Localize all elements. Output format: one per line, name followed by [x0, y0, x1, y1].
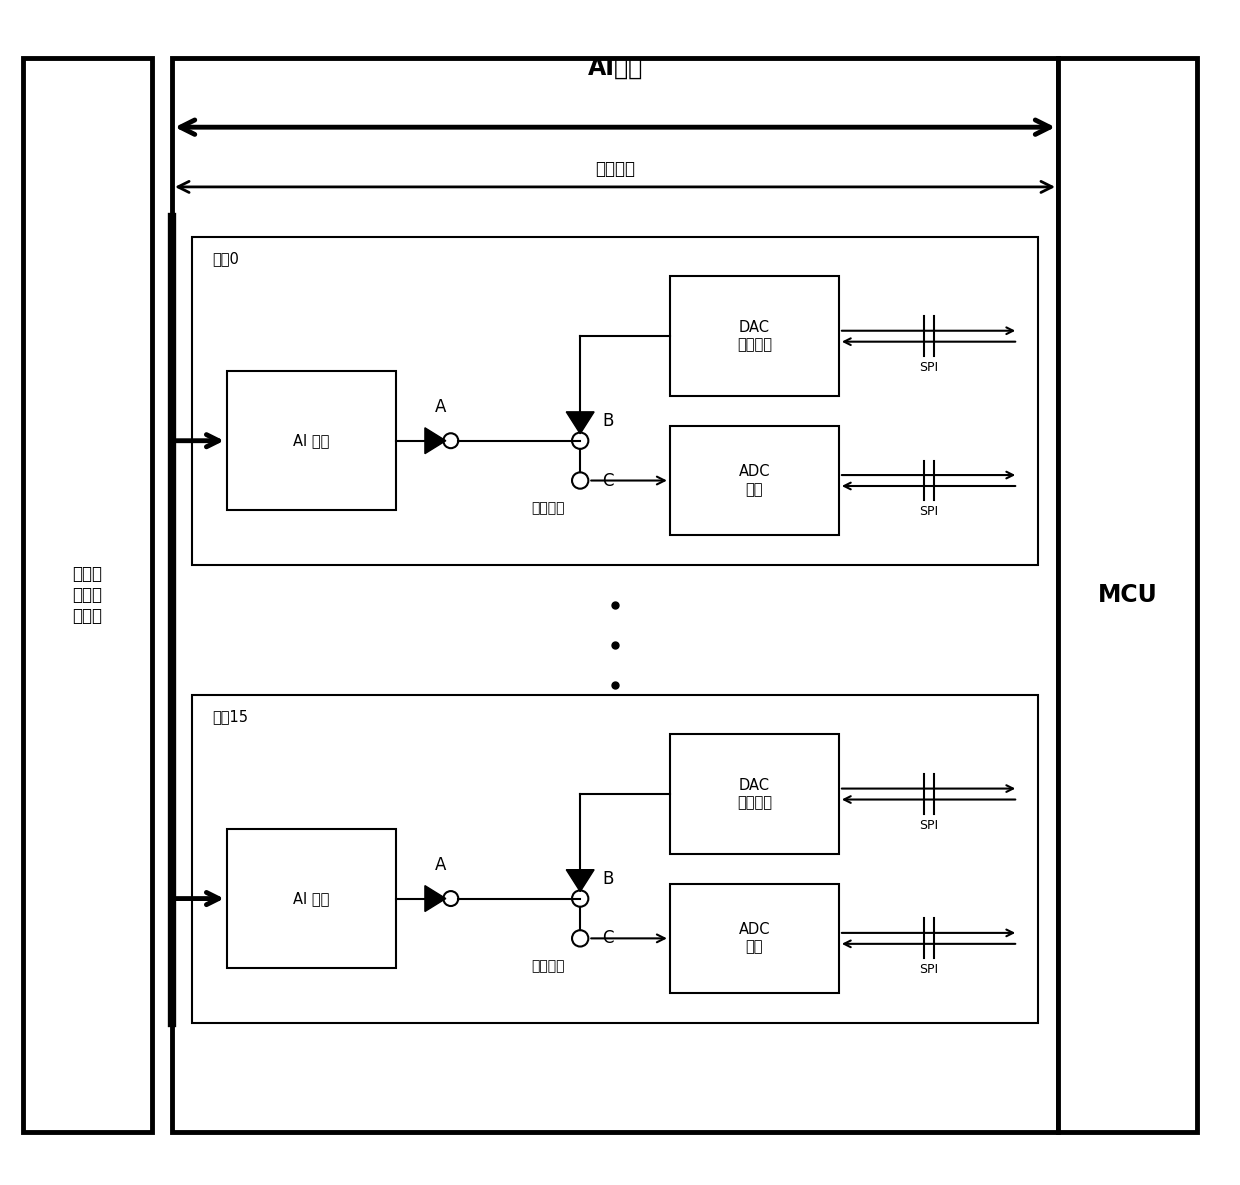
Text: SPI: SPI	[919, 361, 939, 374]
Text: C: C	[603, 929, 614, 947]
Bar	[670, 884, 839, 993]
Text: MCU: MCU	[1097, 583, 1157, 607]
Text: 电控开关: 电控开关	[532, 959, 565, 973]
Text: 串行通信: 串行通信	[595, 160, 635, 178]
Bar	[192, 694, 1038, 1023]
Polygon shape	[567, 412, 594, 434]
Bar	[670, 735, 839, 853]
Bar	[22, 58, 153, 1133]
Text: 可编程
仪用校
准设备: 可编程 仪用校 准设备	[72, 565, 103, 624]
Bar	[192, 237, 1038, 565]
Text: SPI: SPI	[919, 506, 939, 518]
Text: 电控开关: 电控开关	[532, 501, 565, 515]
Bar	[670, 425, 839, 536]
Text: SPI: SPI	[919, 819, 939, 832]
Polygon shape	[567, 870, 594, 891]
Text: A: A	[435, 398, 446, 416]
Text: ADC
采集: ADC 采集	[739, 922, 770, 955]
Bar	[227, 371, 396, 511]
Bar	[227, 828, 396, 968]
Text: 通道0: 通道0	[212, 251, 239, 267]
Text: C: C	[603, 472, 614, 489]
Text: DAC
诊断输出: DAC 诊断输出	[737, 777, 771, 811]
Polygon shape	[425, 885, 446, 911]
Text: AI 前端: AI 前端	[294, 434, 330, 448]
Text: ADC
采集: ADC 采集	[739, 465, 770, 497]
Text: DAC
诊断输出: DAC 诊断输出	[737, 320, 771, 352]
Text: A: A	[435, 856, 446, 873]
Text: SPI: SPI	[919, 963, 939, 976]
Bar	[1058, 58, 1198, 1133]
Text: 通道15: 通道15	[212, 710, 248, 724]
Text: B: B	[603, 412, 614, 430]
Bar	[670, 276, 839, 396]
Text: AI 前端: AI 前端	[294, 891, 330, 907]
Text: AI模块: AI模块	[588, 56, 642, 79]
Bar	[172, 58, 1058, 1133]
Text: B: B	[603, 870, 614, 888]
Polygon shape	[425, 428, 446, 454]
